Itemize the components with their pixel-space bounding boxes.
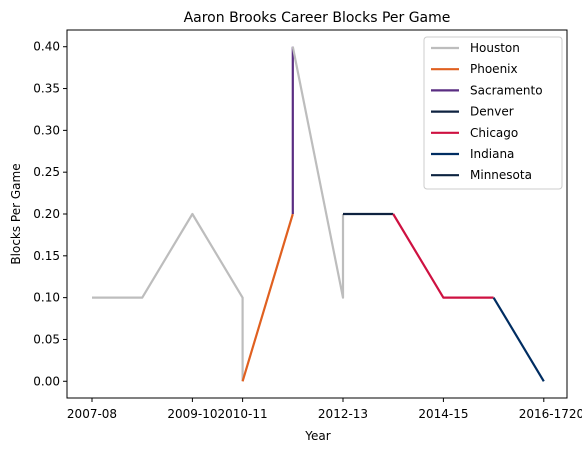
y-tick-label: 0.05 bbox=[33, 332, 60, 346]
x-tick-label: 2010-11 bbox=[218, 407, 268, 421]
x-axis: 2007-08 2009-10 2010-11 2012-13 2014-15 2016-… bbox=[67, 398, 582, 421]
y-tick-label: 0.25 bbox=[33, 165, 60, 179]
legend: Houston Phoenix Sacramento Denver Chicago Ind… bbox=[423, 36, 563, 190]
y-tick-label: 0.15 bbox=[33, 249, 60, 263]
legend-label: Phoenix bbox=[470, 62, 518, 76]
y-tick-label: 0.20 bbox=[33, 207, 60, 221]
chart-title: Aaron Brooks Career Blocks Per Game bbox=[184, 10, 451, 26]
y-tick-label: 0.35 bbox=[33, 82, 60, 96]
x-tick-label: 2007-08 bbox=[67, 407, 117, 421]
legend-label: Denver bbox=[470, 105, 514, 119]
y-tick-label: 0.40 bbox=[33, 40, 60, 54]
legend-label: Houston bbox=[470, 41, 520, 55]
x-tick-label: 2016-17 bbox=[519, 407, 569, 421]
y-tick-label: 0.00 bbox=[33, 374, 60, 388]
series-layer bbox=[92, 46, 545, 382]
series-line-phoenix bbox=[241, 213, 294, 382]
x-axis-label: Year bbox=[304, 429, 330, 443]
x-tick-label: 2012-13 bbox=[318, 407, 368, 421]
legend-label: Indiana bbox=[470, 147, 514, 161]
series-line-indiana bbox=[492, 297, 545, 382]
legend-label: Minnesota bbox=[470, 168, 532, 182]
legend-label: Chicago bbox=[470, 126, 518, 140]
x-tick-label: 2017-18 bbox=[569, 407, 582, 421]
x-tick-label: 2009-10 bbox=[167, 407, 217, 421]
y-axis: 0.00 0.05 0.10 0.15 0.20 0.25 0.30 0.35 0.40 bbox=[33, 40, 67, 388]
legend-box bbox=[423, 36, 563, 190]
series-line-houston bbox=[92, 212, 244, 382]
y-tick-label: 0.30 bbox=[33, 123, 60, 137]
y-axis-label: Blocks Per Game bbox=[9, 163, 23, 264]
x-tick-label: 2014-15 bbox=[418, 407, 468, 421]
series-line-houston bbox=[291, 46, 345, 299]
legend-label: Sacramento bbox=[470, 83, 543, 97]
y-tick-label: 0.10 bbox=[33, 291, 60, 305]
series-line-chicago bbox=[392, 213, 494, 299]
